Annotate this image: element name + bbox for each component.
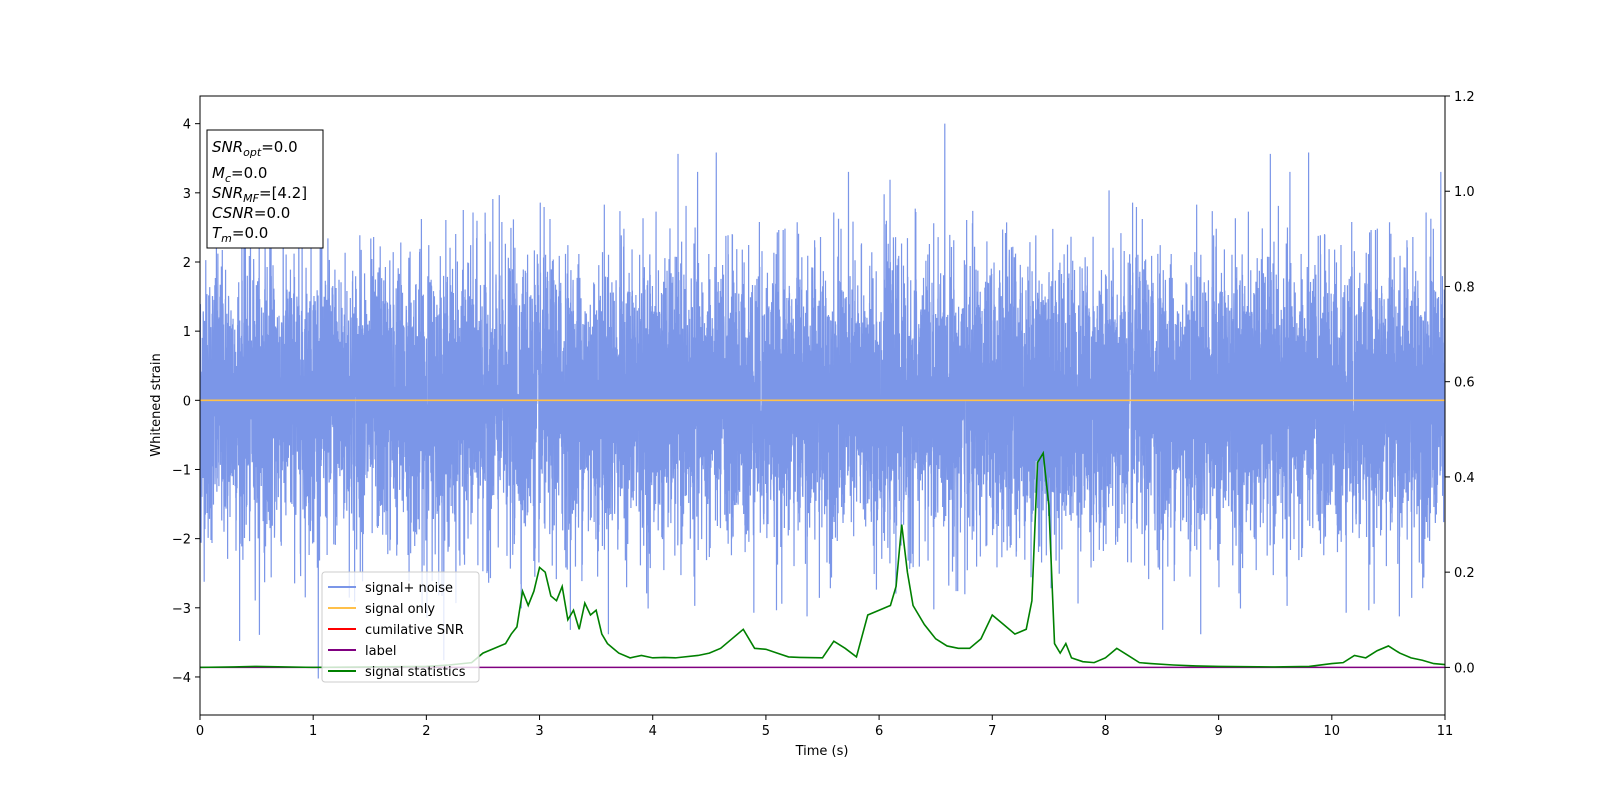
- info-csnr-value: =0.0: [254, 204, 290, 222]
- info-mc: Mc=0.0: [212, 164, 267, 185]
- parameter-info-box: SNRopt=0.0 Mc=0.0 SNRMF=[4.2] CSNR=0.0 T…: [206, 129, 324, 249]
- info-snr-mf-value: =[4.2]: [259, 184, 307, 202]
- x-tick-label: 10: [1324, 724, 1341, 739]
- info-box-frame: [206, 129, 324, 249]
- x-axis: 0 1 2 3 4 5 6 7 8 9 10 11: [196, 715, 1453, 739]
- legend-label: signal only: [365, 602, 435, 617]
- y2-tick-label: 0.2: [1454, 566, 1475, 581]
- x-tick-label: 7: [988, 724, 996, 739]
- info-csnr: CSNR=0.0: [212, 204, 290, 222]
- y2-tick-label: 1.2: [1454, 90, 1475, 105]
- legend-label: cumilative SNR: [365, 623, 464, 638]
- y2-tick-label: 1.0: [1454, 185, 1475, 200]
- info-snr-mf-subscript: MF: [243, 192, 259, 205]
- y-tick-label: 0: [183, 394, 191, 409]
- legend: signal+ noise signal only cumilative SNR la…: [321, 571, 480, 683]
- info-snr-mf: SNRMF=[4.2]: [212, 184, 307, 205]
- x-tick-label: 4: [649, 724, 657, 739]
- y-tick-label: 4: [183, 118, 191, 133]
- y-axis-right: 0.0 0.2 0.4 0.6 0.8 1.0 1.2: [1445, 90, 1475, 676]
- y-axis-label: Whitened strain: [149, 353, 164, 456]
- x-tick-label: 1: [309, 724, 317, 739]
- signal-noise-series: [200, 123, 1445, 679]
- x-tick-label: 6: [875, 724, 883, 739]
- x-tick-label: 11: [1437, 724, 1454, 739]
- y-tick-label: −1: [172, 463, 191, 478]
- y2-tick-label: 0.6: [1454, 376, 1475, 391]
- legend-entry: label: [328, 644, 396, 659]
- info-tm-symbol: T: [212, 224, 223, 242]
- legend-entry: signal statistics: [328, 665, 466, 680]
- legend-entry: signal+ noise: [328, 581, 453, 596]
- x-axis-label: Time (s): [795, 744, 849, 759]
- y-tick-label: 3: [183, 187, 191, 202]
- x-tick-label: 2: [422, 724, 430, 739]
- legend-label: signal statistics: [365, 665, 466, 680]
- info-mc-value: =0.0: [231, 164, 267, 182]
- legend-label: label: [365, 644, 396, 659]
- info-csnr-symbol: CSNR: [212, 204, 254, 222]
- y2-tick-label: 0.0: [1454, 661, 1475, 676]
- info-tm-subscript: m: [221, 232, 232, 245]
- info-mc-subscript: c: [225, 172, 231, 185]
- x-tick-label: 9: [1214, 724, 1222, 739]
- y-axis-left: −4 −3 −2 −1 0 1 2 3 4: [172, 118, 200, 686]
- x-tick-label: 3: [535, 724, 543, 739]
- info-snr-opt-symbol: SNR: [212, 138, 243, 156]
- y2-tick-label: 0.8: [1454, 280, 1475, 295]
- y2-tick-label: 0.4: [1454, 471, 1475, 486]
- x-tick-label: 8: [1101, 724, 1109, 739]
- y-tick-label: −2: [172, 533, 191, 548]
- info-tm-value: =0.0: [232, 224, 268, 242]
- y-tick-label: −3: [172, 602, 191, 617]
- legend-label: signal+ noise: [365, 581, 453, 596]
- legend-entry: cumilative SNR: [328, 623, 464, 638]
- plot-frame: [199, 95, 1446, 716]
- y-tick-label: 1: [183, 325, 191, 340]
- info-snr-opt-subscript: opt: [243, 146, 262, 159]
- signal-statistics-line: [200, 450, 1445, 669]
- info-snr-opt: SNRopt=0.0: [212, 138, 298, 159]
- info-snr-mf-symbol: SNR: [212, 184, 243, 202]
- legend-frame: [321, 571, 480, 683]
- y-tick-label: −4: [172, 671, 191, 686]
- x-tick-label: 5: [762, 724, 770, 739]
- x-tick-label: 0: [196, 724, 204, 739]
- info-tm: Tm=0.0: [212, 224, 268, 245]
- signal-noise-line: [200, 123, 1445, 679]
- info-mc-symbol: M: [212, 164, 225, 182]
- info-snr-opt-value: =0.0: [261, 138, 297, 156]
- y-tick-label: 2: [183, 256, 191, 271]
- legend-entry: signal only: [328, 602, 435, 617]
